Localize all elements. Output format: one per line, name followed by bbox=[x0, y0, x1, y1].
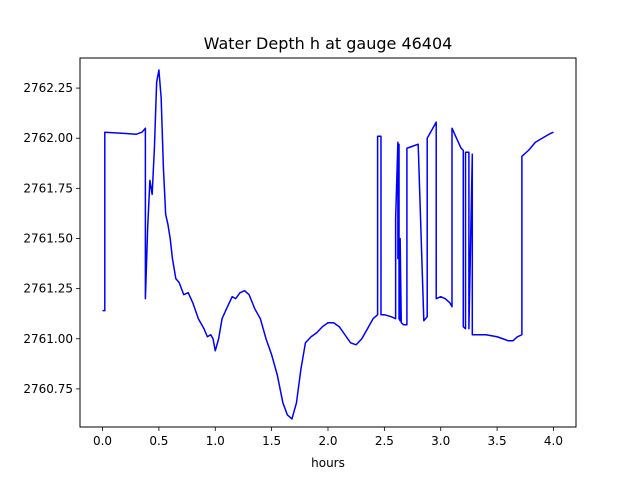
x-tick-label: 0.0 bbox=[93, 434, 112, 448]
y-tick-label: 2762.00 bbox=[23, 131, 73, 145]
y-axis: 2760.75 2761.00 2761.25 2761.50 2761.75 2762.… bbox=[23, 81, 80, 396]
y-tick-label: 2761.75 bbox=[23, 181, 73, 195]
plot-frame bbox=[79, 57, 577, 428]
x-tick-label: 2.0 bbox=[318, 434, 337, 448]
x-axis: 0.0 0.5 1.0 1.5 2.0 2.5 3.0 3.5 4.0 bbox=[93, 427, 563, 448]
x-tick-label: 1.5 bbox=[262, 434, 281, 448]
series-line bbox=[102, 69, 554, 420]
y-tick-label: 2761.50 bbox=[23, 231, 73, 245]
x-tick-label: 0.5 bbox=[149, 434, 168, 448]
y-tick-label: 2760.75 bbox=[23, 382, 73, 396]
y-tick-label: 2761.00 bbox=[23, 332, 73, 346]
x-tick-label: 3.0 bbox=[431, 434, 450, 448]
x-tick-label: 4.0 bbox=[544, 434, 563, 448]
plot-area bbox=[80, 58, 576, 427]
x-axis-label: hours bbox=[311, 456, 345, 470]
series-layer bbox=[102, 69, 554, 420]
y-tick-label: 2761.25 bbox=[23, 282, 73, 296]
x-tick-label: 2.5 bbox=[375, 434, 394, 448]
x-tick-label: 3.5 bbox=[488, 434, 507, 448]
x-tick-label: 1.0 bbox=[206, 434, 225, 448]
chart-title: Water Depth h at gauge 46404 bbox=[204, 34, 453, 53]
y-tick-label: 2762.25 bbox=[23, 81, 73, 95]
